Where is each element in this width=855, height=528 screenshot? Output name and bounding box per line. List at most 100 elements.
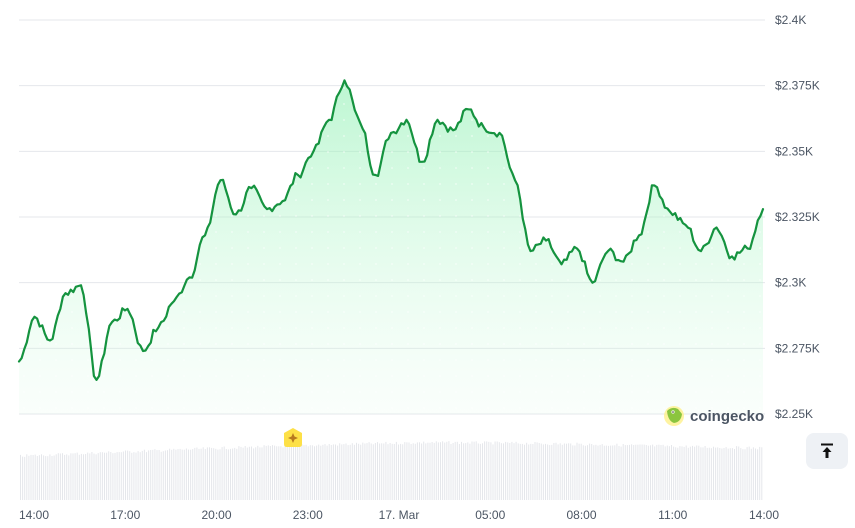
volume-bar [335, 444, 336, 500]
volume-bar [320, 445, 322, 500]
volume-bar [561, 444, 563, 500]
coingecko-wordmark: coingecko [690, 408, 764, 425]
volume-bar [517, 443, 519, 500]
volume-bar [551, 444, 553, 500]
volume-bar [192, 449, 194, 500]
volume-bar [679, 446, 681, 500]
volume-bar [370, 443, 372, 500]
volume-bar [280, 446, 282, 500]
volume-bar [26, 454, 28, 500]
volume-bar [200, 448, 202, 500]
volume-bar [748, 446, 750, 500]
volume-bar [253, 448, 255, 500]
volume-bar [547, 444, 549, 500]
volume-bar [421, 443, 423, 500]
volume-bar [578, 443, 580, 500]
volume-bar [284, 444, 286, 500]
volume-bar [601, 444, 603, 500]
volume-bar [505, 441, 507, 500]
scroll-to-top-button[interactable] [806, 433, 848, 469]
x-tick-label: 14:00 [19, 508, 49, 522]
volume-bar [608, 445, 609, 500]
sparkle-icon [288, 433, 298, 443]
volume-bar [158, 450, 160, 500]
volume-bar [76, 452, 78, 500]
volume-bar [311, 445, 313, 500]
volume-bar [120, 452, 122, 500]
volume-bar [169, 448, 171, 500]
volume-bar [715, 447, 717, 500]
volume-bar [345, 443, 347, 500]
volume-bar [713, 446, 714, 500]
volume-bar [440, 442, 441, 500]
volume-bar [668, 446, 670, 500]
volume-bar [372, 444, 374, 500]
volume-bar [467, 442, 469, 500]
volume-bar [393, 444, 395, 500]
volume-bar [230, 448, 231, 500]
volume-bar [448, 441, 450, 500]
volume-bar [22, 456, 24, 500]
volume-bar [425, 443, 427, 500]
volume-bar [666, 445, 668, 500]
volume-bar [469, 443, 471, 500]
volume-bar [725, 447, 727, 500]
volume-bar [582, 445, 584, 500]
volume-bar [108, 451, 110, 500]
volume-bar [738, 446, 740, 500]
price-area-pattern [19, 80, 763, 415]
volume-bar [62, 453, 63, 500]
volume-bar [221, 447, 223, 500]
volume-bar [681, 446, 683, 500]
volume-bar [757, 449, 759, 500]
volume-bar [618, 446, 620, 500]
volume-bar [89, 453, 91, 500]
coingecko-logo-icon [667, 407, 682, 423]
volume-bar [183, 449, 185, 500]
volume-bar [202, 447, 204, 500]
volume-bar [727, 448, 729, 500]
volume-bar [652, 444, 654, 500]
volume-bar [101, 452, 103, 500]
volume-bar [99, 452, 101, 500]
volume-bar [559, 443, 561, 500]
volume-bar [389, 443, 391, 500]
volume-bar [215, 448, 217, 500]
volume-bar [238, 446, 240, 500]
volume-bar [446, 441, 448, 500]
volume-bar [553, 443, 555, 500]
volume-bar [536, 442, 538, 500]
volume-bar [545, 443, 546, 500]
volume-bar [437, 442, 439, 500]
volume-bar [57, 453, 59, 500]
volume-bar [496, 441, 498, 500]
y-tick-label: $2.325K [775, 210, 820, 224]
volume-bar [435, 441, 437, 500]
volume-bar [316, 445, 318, 500]
volume-bar [494, 441, 496, 500]
volume-bar [643, 444, 645, 500]
volume-bar [194, 447, 196, 500]
volume-bar [362, 442, 364, 500]
volume-bar [351, 443, 353, 500]
volume-bar [761, 447, 763, 500]
volume-bar [557, 444, 559, 500]
event-marker[interactable] [284, 428, 302, 447]
volume-bar [206, 447, 208, 500]
y-tick-label: $2.3K [775, 276, 806, 290]
volume-bar [656, 444, 658, 500]
volume-bar [162, 451, 164, 500]
volume-bar [36, 456, 38, 500]
volume-bar [24, 456, 26, 500]
volume-bar [685, 445, 687, 500]
volume-bar [118, 452, 120, 500]
volume-bar [307, 446, 309, 500]
volume-bar [568, 443, 570, 500]
x-tick-label: 20:00 [201, 508, 231, 522]
volume-bar [542, 444, 544, 500]
volume-bar [104, 452, 105, 500]
volume-bar [591, 444, 593, 500]
volume-bar [167, 450, 168, 500]
price-line[interactable] [17, 79, 765, 381]
